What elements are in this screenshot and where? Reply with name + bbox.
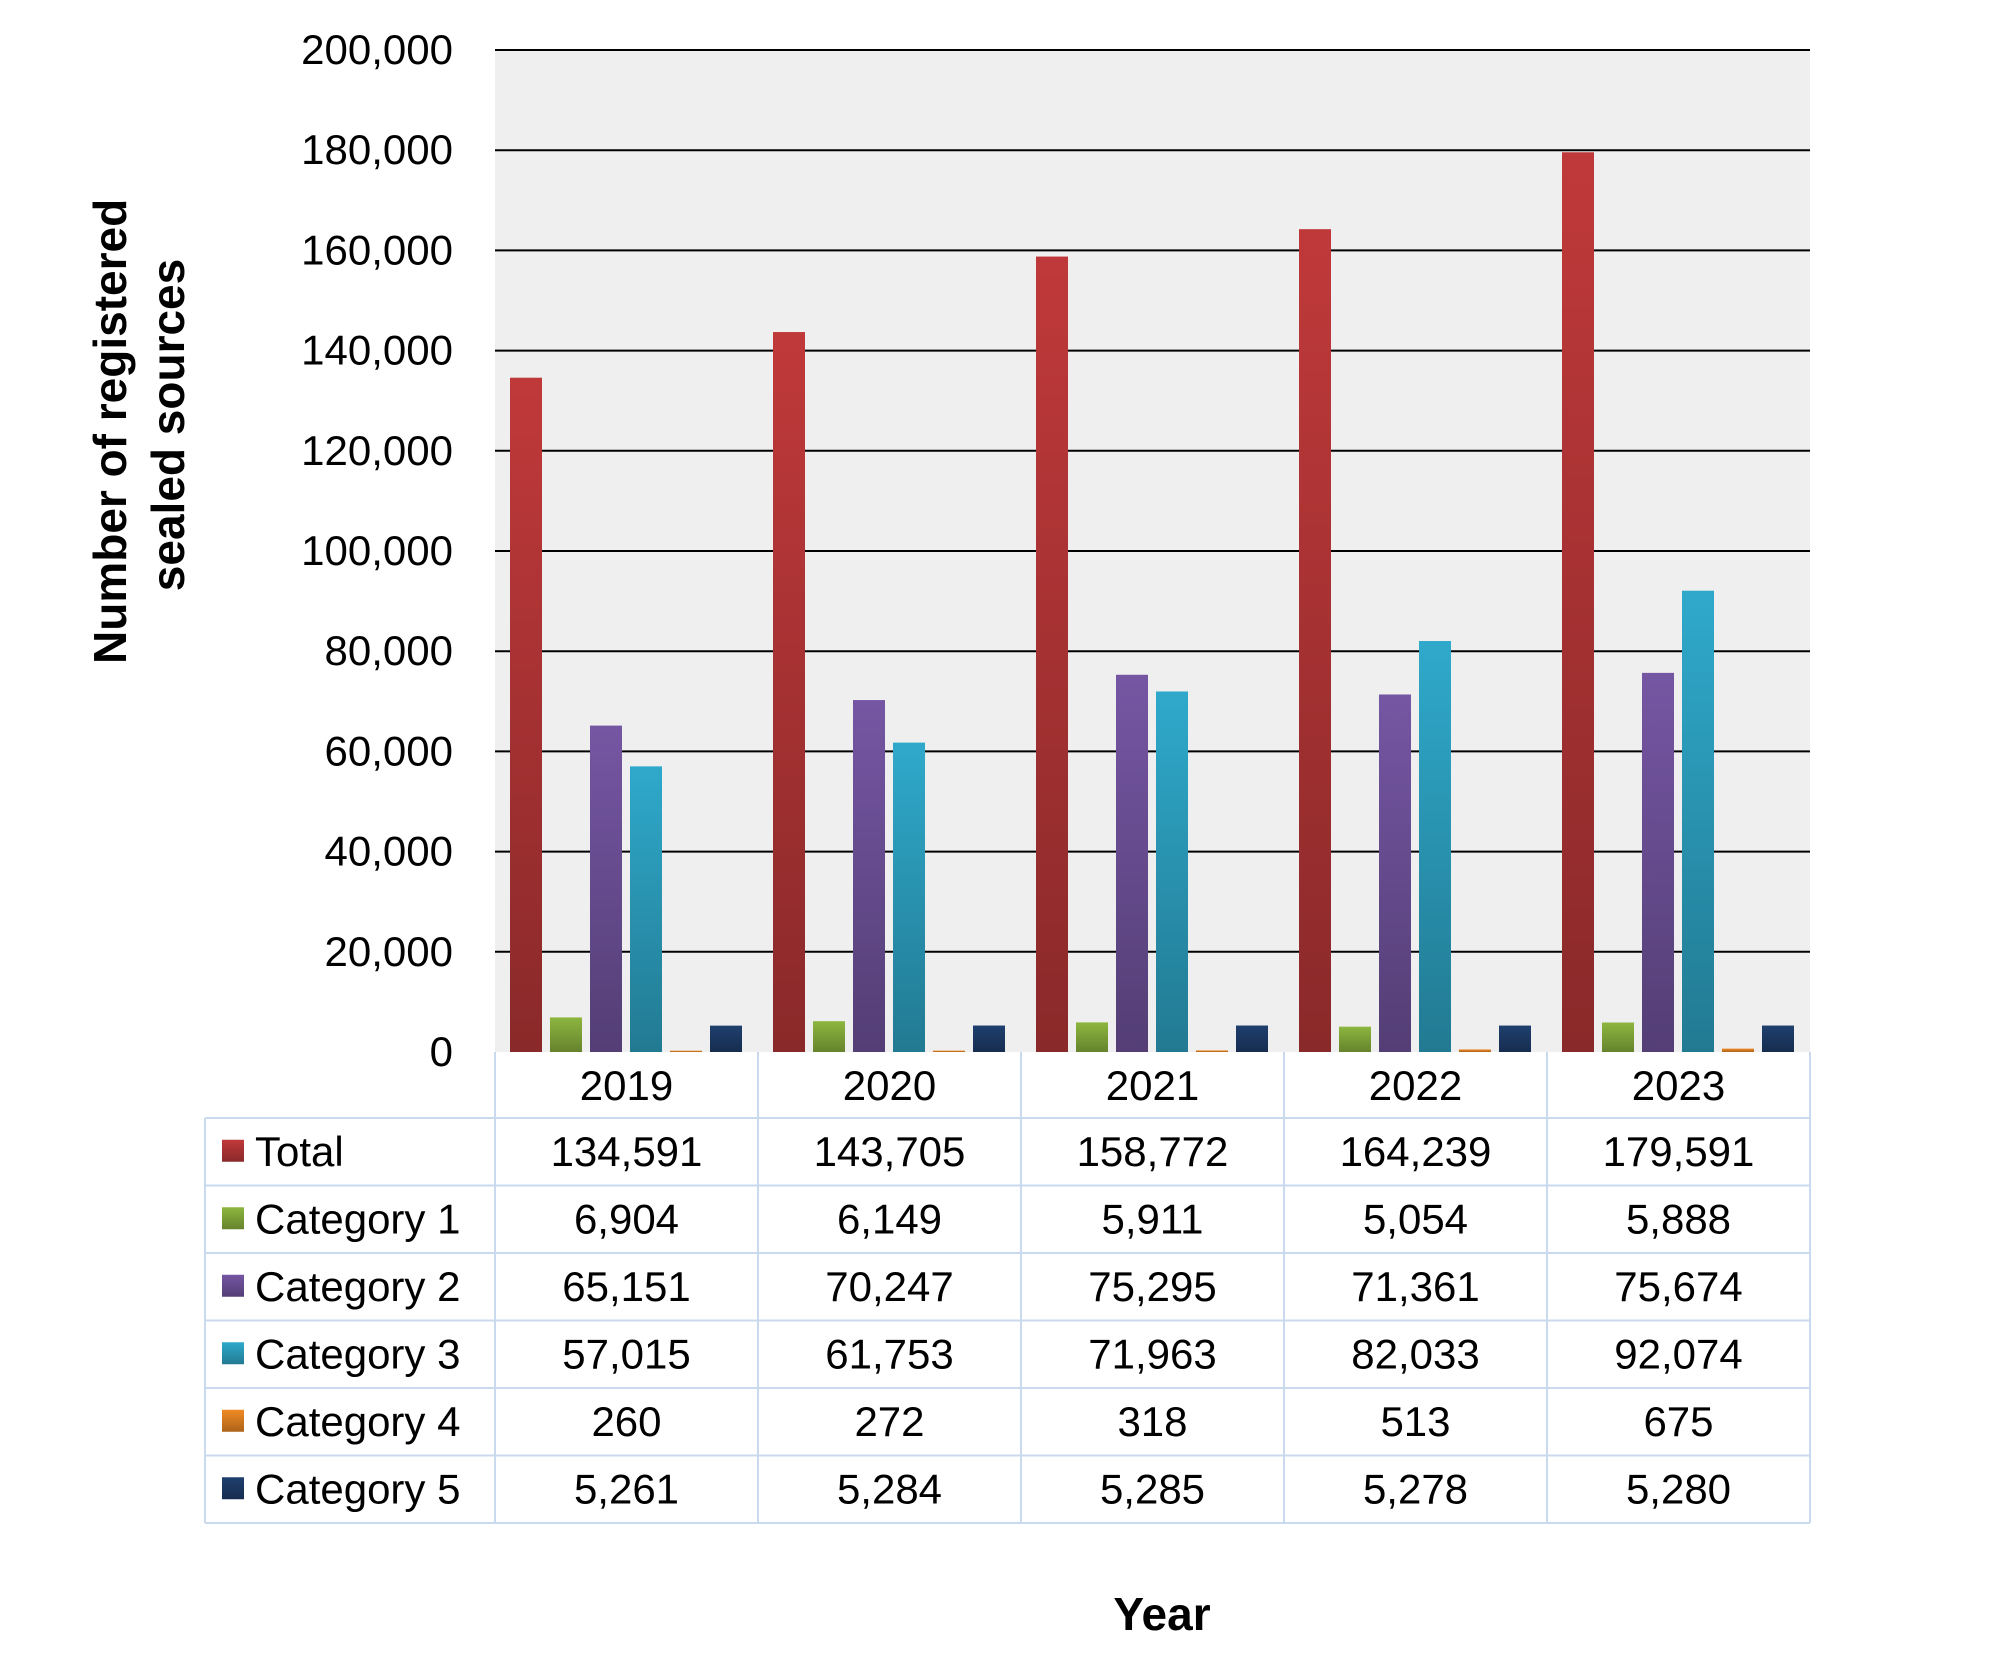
table-cell-value: 143,705: [814, 1128, 966, 1175]
legend-swatch: [222, 1342, 244, 1365]
y-tick-label: 100,000: [301, 527, 453, 574]
legend-swatch: [222, 1207, 244, 1230]
legend-label: Category 2: [255, 1263, 460, 1310]
legend-label: Total: [255, 1128, 344, 1175]
y-tick-label: 200,000: [301, 26, 453, 73]
table-cell-value: 5,278: [1363, 1465, 1468, 1512]
table-cell-value: 5,888: [1626, 1195, 1731, 1242]
table-cell-value: 164,239: [1340, 1128, 1492, 1175]
y-axis-ticks: 0 20,000 40,000 60,000 80,000 100,000 120,000 1…: [301, 26, 453, 1075]
table-cell-value: 5,261: [574, 1465, 679, 1512]
table-cell-value: 71,963: [1088, 1330, 1216, 1377]
table-cell-value: 513: [1380, 1398, 1450, 1445]
bars: [510, 152, 1794, 1053]
category-label: 2022: [1369, 1062, 1462, 1109]
y-tick-label: 80,000: [325, 627, 453, 674]
bar: [973, 1025, 1005, 1052]
table-cell-value: 6,904: [574, 1195, 679, 1242]
bar: [1299, 229, 1331, 1053]
table-cell-value: 57,015: [562, 1330, 690, 1377]
bar: [1562, 152, 1594, 1052]
table-cell-value: 5,280: [1626, 1465, 1731, 1512]
bar: [590, 725, 622, 1052]
table-cell-value: 272: [854, 1398, 924, 1445]
bar: [1499, 1025, 1531, 1052]
bar: [1722, 1048, 1754, 1052]
category-label: 2020: [843, 1062, 936, 1109]
bar: [1642, 672, 1674, 1052]
y-tick-label: 0: [430, 1028, 453, 1075]
y-tick-label: 60,000: [325, 727, 453, 774]
table-cell-value: 5,054: [1363, 1195, 1468, 1242]
y-tick-label: 140,000: [301, 327, 453, 374]
y-tick-label: 180,000: [301, 126, 453, 173]
x-axis-title: Year: [1113, 1588, 1210, 1640]
table-cell-value: 82,033: [1351, 1330, 1479, 1377]
legend-swatch: [222, 1274, 244, 1297]
table-cell-value: 158,772: [1077, 1128, 1229, 1175]
bar: [1156, 691, 1188, 1052]
bar: [1419, 641, 1451, 1052]
bar: [933, 1050, 965, 1052]
category-label: 2019: [580, 1062, 673, 1109]
table-cell-value: 179,591: [1603, 1128, 1755, 1175]
table-cell-value: 75,674: [1614, 1263, 1742, 1310]
bar: [630, 766, 662, 1052]
table-cell-value: 61,753: [825, 1330, 953, 1377]
bar: [670, 1050, 702, 1052]
table-cell-value: 75,295: [1088, 1263, 1216, 1310]
bar: [1379, 694, 1411, 1052]
category-label: 2021: [1106, 1062, 1199, 1109]
table-cell-value: 134,591: [551, 1128, 703, 1175]
y-tick-label: 120,000: [301, 427, 453, 474]
bar: [510, 377, 542, 1052]
y-tick-label: 20,000: [325, 928, 453, 975]
bar: [1602, 1022, 1634, 1052]
y-tick-label: 40,000: [325, 828, 453, 875]
table-cell-value: 65,151: [562, 1263, 690, 1310]
bar: [1682, 590, 1714, 1052]
bar: [1339, 1026, 1371, 1052]
bar: [710, 1025, 742, 1052]
y-axis-title: Number of registered sealed sources: [84, 186, 194, 664]
table-cell-value: 92,074: [1614, 1330, 1742, 1377]
bar: [1036, 256, 1068, 1053]
bar: [1076, 1022, 1108, 1052]
legend-label: Category 4: [255, 1398, 460, 1445]
bar: [1459, 1049, 1491, 1052]
bar: [1196, 1050, 1228, 1052]
bar: [1116, 674, 1148, 1052]
bar: [773, 332, 805, 1052]
bar: [893, 742, 925, 1052]
bar: [550, 1017, 582, 1052]
table-cell-value: 675: [1643, 1398, 1713, 1445]
table-cell-value: 260: [591, 1398, 661, 1445]
bar: [1762, 1025, 1794, 1052]
table-cell-value: 5,285: [1100, 1465, 1205, 1512]
data-table: 2019 2020 2021 2022 2023 Total 134,591 143,705 1…: [204, 1052, 1811, 1524]
legend-swatch: [222, 1477, 244, 1500]
legend-label: Category 5: [255, 1465, 460, 1512]
bar: [1236, 1025, 1268, 1052]
bar: [853, 700, 885, 1052]
y-tick-label: 160,000: [301, 226, 453, 273]
table-cell-value: 6,149: [837, 1195, 942, 1242]
table-cell-value: 71,361: [1351, 1263, 1479, 1310]
legend-label: Category 1: [255, 1195, 460, 1242]
table-cell-value: 70,247: [825, 1263, 953, 1310]
legend-swatch: [222, 1409, 244, 1432]
table-cell-value: 5,284: [837, 1465, 942, 1512]
legend-swatch: [222, 1139, 244, 1162]
table-cell-value: 318: [1117, 1398, 1187, 1445]
bar: [813, 1021, 845, 1052]
table-cell-value: 5,911: [1102, 1195, 1204, 1242]
category-label: 2023: [1632, 1062, 1725, 1109]
legend-label: Category 3: [255, 1330, 460, 1377]
